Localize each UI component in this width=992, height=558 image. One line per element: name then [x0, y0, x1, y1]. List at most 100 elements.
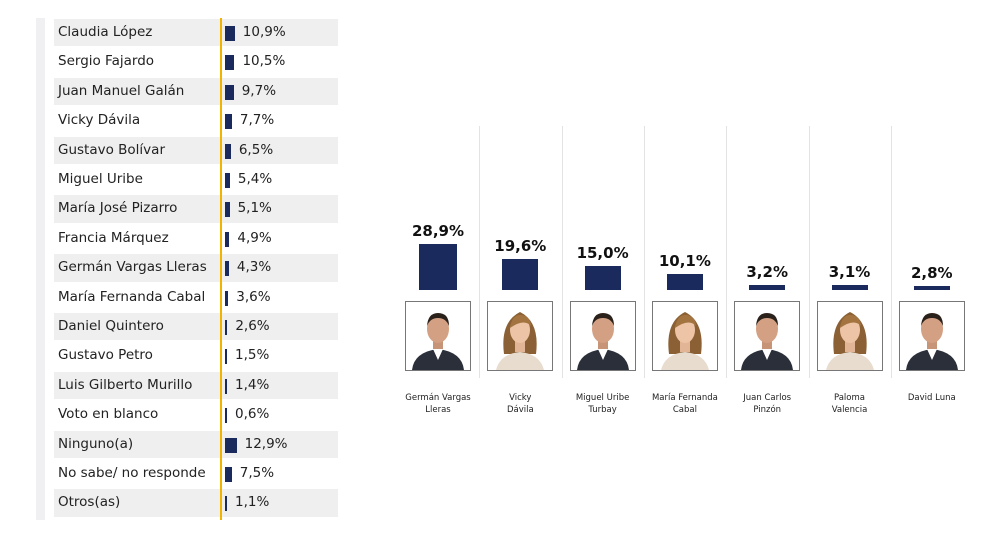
bar	[225, 467, 232, 482]
bar	[225, 84, 234, 100]
value-label: 12,9%	[244, 435, 288, 452]
candidate-name-line: Lleras	[425, 405, 451, 415]
value-label: 4,9%	[237, 229, 272, 246]
bar	[225, 349, 227, 365]
bar	[225, 173, 230, 188]
table-row: Luis Gilberto Murillo 1,4%	[36, 371, 338, 400]
category-label: Daniel Quintero	[58, 318, 164, 334]
row-background	[54, 19, 338, 47]
bar	[584, 266, 621, 290]
candidate-name-line: Miguel Uribe	[575, 393, 630, 403]
table-row: Miguel Uribe 5,4%	[36, 165, 338, 194]
candidate-column: 19,6% Vicky Dávila	[479, 120, 561, 430]
candidate-column: 3,1% Paloma Valencia	[809, 120, 891, 430]
value-label: 3,6%	[236, 288, 271, 305]
category-label: Voto en blanco	[58, 406, 159, 423]
woman-portrait-icon	[816, 301, 883, 371]
candidate-column: 28,9% Germán Vargas Lleras	[397, 120, 479, 430]
candidate-column: 15,0% Miguel Uribe Turbay	[562, 120, 644, 430]
table-row: Vicky Dávila 7,7%	[36, 106, 338, 135]
candidate-column: 10,1% María Fernanda Cabal	[644, 120, 726, 430]
candidate-name: Juan Carlos Pinzón	[722, 392, 812, 416]
value-label: 1,5%	[235, 347, 270, 364]
value-label: 10,1%	[658, 251, 711, 270]
value-label: 7,5%	[239, 465, 275, 481]
bar	[225, 114, 232, 130]
bar	[225, 437, 237, 453]
table-row: Juan Manuel Galán 9,7%	[36, 77, 338, 106]
value-label: 3,2%	[746, 262, 788, 281]
value-label: 1,4%	[235, 376, 270, 393]
candidate-name-line: Vicky	[509, 393, 532, 403]
woman-portrait-icon	[487, 301, 554, 371]
category-label: Luis Gilberto Murillo	[58, 376, 193, 393]
table-row: Francia Márquez 4,9%	[36, 224, 338, 253]
woman-portrait-icon	[651, 301, 718, 371]
table-row: Daniel Quintero 2,6%	[36, 312, 338, 341]
candidate-name-line: Valencia	[831, 405, 868, 415]
value-label: 7,7%	[239, 112, 275, 129]
column-divider	[479, 126, 481, 378]
column-divider	[890, 126, 892, 378]
value-label: 2,6%	[235, 318, 270, 334]
value-label: 3,1%	[828, 263, 871, 282]
bar	[749, 284, 786, 290]
category-label: Ninguno(a)	[58, 435, 134, 452]
row-background	[54, 136, 338, 164]
man-portrait-icon	[569, 301, 636, 371]
column-divider	[726, 126, 728, 378]
row-background	[54, 254, 338, 282]
bar	[225, 231, 230, 247]
bar	[419, 244, 457, 290]
bar	[225, 496, 227, 512]
value-label: 5,1%	[237, 200, 272, 217]
category-label: Otros(as)	[58, 494, 121, 511]
category-label: Gustavo Petro	[58, 347, 153, 364]
value-label: 1,1%	[235, 494, 270, 511]
table-row: Germán Vargas Lleras 4,3%	[36, 253, 338, 282]
value-label: 2,8%	[910, 263, 953, 282]
row-background	[54, 195, 338, 223]
bar	[225, 408, 227, 424]
right-bar-chart: 28,9% Germán Vargas Lleras 19,6% Vicky Dávi…	[397, 120, 977, 430]
candidate-name-line: Pinzón	[753, 405, 782, 415]
candidate-name-line: Turbay	[588, 405, 617, 415]
value-label: 4,3%	[236, 259, 272, 276]
candidate-name: David Luna	[887, 392, 977, 404]
value-label: 6,5%	[238, 141, 274, 158]
bar	[913, 285, 950, 290]
candidate-name-line: María Fernanda	[651, 393, 718, 403]
column-divider	[643, 126, 645, 378]
category-label: Germán Vargas Lleras	[58, 259, 207, 276]
bar	[666, 273, 703, 290]
row-background	[54, 489, 338, 517]
value-label: 15,0%	[576, 244, 629, 263]
value-label: 19,6%	[494, 236, 547, 255]
candidate-name: Vicky Dávila	[475, 392, 565, 416]
category-label: Miguel Uribe	[58, 171, 143, 187]
candidate-column: 2,8% David Luna	[891, 120, 973, 430]
category-label: María José Pizarro	[58, 200, 178, 217]
table-row: Gustavo Petro 1,5%	[36, 341, 338, 370]
chart-axis-line	[220, 18, 222, 520]
candidate-name: Miguel Uribe Turbay	[558, 392, 648, 416]
category-label: Gustavo Bolívar	[58, 141, 165, 158]
bar	[225, 202, 230, 218]
table-row: Ninguno(a) 12,9%	[36, 430, 338, 459]
value-label: 5,4%	[237, 171, 273, 187]
candidate-name-line: Juan Carlos	[743, 393, 792, 403]
bar	[225, 143, 231, 159]
table-row: Otros(as) 1,1%	[36, 488, 338, 517]
value-label: 10,5%	[242, 53, 286, 70]
candidate-name-line: Germán Vargas	[405, 393, 471, 403]
row-background	[54, 371, 338, 400]
value-label: 0,6%	[235, 406, 270, 423]
table-row: No sabe/ no responde 7,5%	[36, 459, 338, 488]
value-label: 9,7%	[241, 82, 277, 99]
bar	[502, 258, 539, 290]
candidate-name: Germán Vargas Lleras	[393, 392, 483, 416]
candidate-name: Paloma Valencia	[805, 392, 895, 416]
candidate-name-line: Dávila	[506, 405, 534, 415]
bar	[225, 378, 227, 394]
column-divider	[808, 126, 810, 378]
